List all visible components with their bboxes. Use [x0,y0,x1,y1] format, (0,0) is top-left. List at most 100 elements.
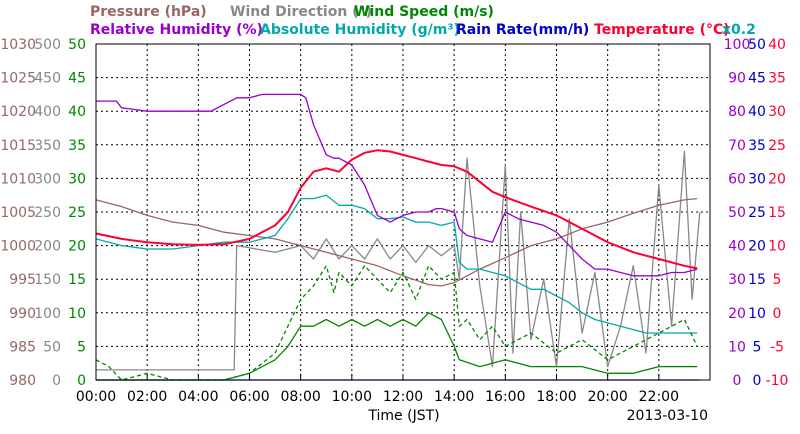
series-layer [95,93,701,381]
scale-note: x0.2 [722,22,756,38]
y-axes: 9809859909951000100510101015102010251030… [0,37,788,389]
y-tick-label: 350 [34,138,61,154]
series-line [96,150,701,371]
y-tick-label: 40 [68,104,86,120]
y-tick-label: 30 [768,104,786,120]
y-tick-label: 30 [748,171,766,187]
y-tick-label: 50 [43,339,61,355]
x-axis-label: Time (JST) [367,408,439,424]
series-line [96,93,698,277]
y-tick-label: 50 [728,205,746,221]
y-tick-label: 40 [748,104,766,120]
y-tick-label: 15 [768,205,786,221]
x-tick-label: 18:00 [536,389,576,405]
x-tick-label: 08:00 [280,389,320,405]
y-tick-label: 985 [9,339,36,355]
y-tick-label: 15 [68,272,86,288]
y-tick-label: 250 [34,205,61,221]
legend-item: Wind Direction (°) [230,4,372,20]
y-tick-label: 35 [768,71,786,87]
y-tick-label: -10 [766,373,789,389]
x-tick-label: 14:00 [434,389,474,405]
y-tick-label: 70 [728,138,746,154]
y-tick-label: 1005 [0,205,36,221]
y-tick-label: 50 [68,37,86,53]
x-tick-label: 10:00 [332,389,372,405]
y-tick-label: 5 [773,272,782,288]
y-tick-label: 25 [68,205,86,221]
x-axis: 00:00 02:00 04:00 06:00 08:00 10:00 12:00 14:00… [76,374,708,424]
y-tick-label: 90 [728,71,746,87]
x-tick-label: 20:00 [587,389,627,405]
y-tick-label: 1020 [0,104,36,120]
y-tick-label: 25 [748,205,766,221]
series-line [96,312,698,381]
y-tick-label: 15 [748,272,766,288]
y-tick-label: 450 [34,71,61,87]
y-tick-label: 500 [34,37,61,53]
y-tick-label: 10 [728,339,746,355]
y-tick-label: 10 [768,239,786,255]
chart-date: 2013-03-10 [627,408,708,424]
y-tick-label: 20 [728,306,746,322]
y-tick-label: 20 [68,239,86,255]
y-tick-label: 1010 [0,171,36,187]
y-tick-label: 45 [68,71,86,87]
y-tick-label: 20 [768,171,786,187]
legend-item: Temperature (°C) [594,22,730,38]
y-tick-label: 25 [768,138,786,154]
x-tick-label: 02:00 [127,389,167,405]
y-tick-label: 1030 [0,37,36,53]
legend-item: Wind Speed (m/s) [354,4,494,20]
y-tick-label: 35 [68,138,86,154]
x-tick-label: 04:00 [178,389,218,405]
y-tick-label: 10 [748,306,766,322]
y-tick-label: 5 [77,339,86,355]
y-tick-label: 100 [34,306,61,322]
y-tick-label: 35 [748,138,766,154]
abs-humidity-scale-note: x0.2 [722,22,756,38]
legend-item: Rain Rate(mm/h) [456,22,589,38]
y-tick-label: 150 [34,272,61,288]
legend-item: Relative Humidity (%) [90,22,263,38]
y-tick-label: 20 [748,239,766,255]
y-tick-label: -5 [770,339,784,355]
y-tick-label: 100 [724,37,751,53]
y-tick-label: 30 [728,272,746,288]
y-tick-label: 0 [52,373,61,389]
y-tick-label: 0 [77,373,86,389]
y-tick-label: 10 [68,306,86,322]
x-tick-label: 00:00 [76,389,116,405]
series-line [95,194,698,334]
y-tick-label: 5 [753,339,762,355]
legend: Pressure (hPa) Wind Direction (°)Wind Spe… [90,4,730,38]
y-tick-label: 0 [773,306,782,322]
y-tick-label: 1025 [0,71,36,87]
y-tick-label: 80 [728,104,746,120]
grid [96,44,710,380]
legend-item: Absolute Humidity (g/m³) [260,22,460,38]
y-tick-label: 0 [753,373,762,389]
series-line [95,197,698,287]
x-tick-label: 22:00 [639,389,679,405]
y-tick-label: 60 [728,171,746,187]
x-tick-label: 16:00 [485,389,525,405]
series-line [95,149,698,270]
legend-item: Pressure (hPa) [90,4,207,20]
y-tick-label: 45 [748,71,766,87]
y-tick-label: 980 [9,373,36,389]
y-tick-label: 400 [34,104,61,120]
x-tick-label: 12:00 [383,389,423,405]
y-tick-label: 990 [9,306,36,322]
y-tick-label: 0 [733,373,742,389]
y-tick-label: 300 [34,171,61,187]
y-tick-label: 995 [9,272,36,288]
y-tick-label: 40 [768,37,786,53]
x-tick-label: 06:00 [229,389,269,405]
y-tick-label: 50 [748,37,766,53]
y-tick-label: 1015 [0,138,36,154]
y-tick-label: 30 [68,171,86,187]
y-tick-label: 200 [34,239,61,255]
y-tick-label: 1000 [0,239,36,255]
